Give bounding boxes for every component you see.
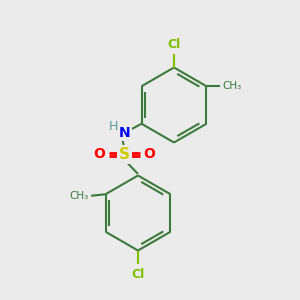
Text: CH₃: CH₃: [70, 191, 89, 201]
Text: O: O: [94, 148, 106, 161]
Text: N: N: [119, 126, 131, 140]
Text: H: H: [109, 120, 118, 133]
Text: O: O: [143, 148, 155, 161]
Text: CH₃: CH₃: [222, 81, 241, 91]
Text: Cl: Cl: [167, 38, 181, 51]
Text: S: S: [119, 147, 130, 162]
Text: Cl: Cl: [131, 268, 145, 281]
